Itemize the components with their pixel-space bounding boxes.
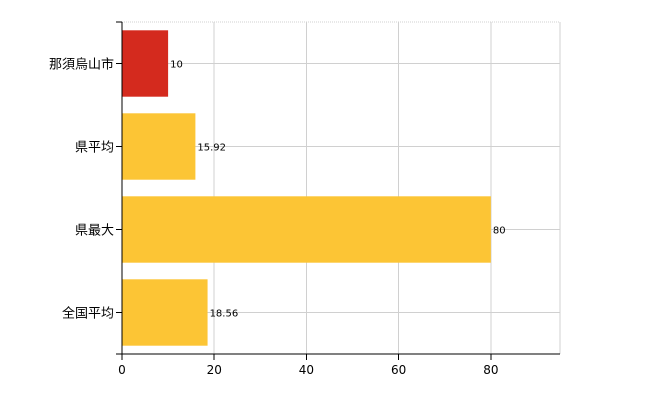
category-label-1: 県平均: [75, 141, 114, 156]
category-label-3: 全国平均: [62, 306, 114, 322]
data-label-0: 10: [170, 60, 183, 71]
bar-3: [122, 279, 208, 346]
bar-2: [122, 196, 491, 263]
x-tick-label-1: 20: [207, 363, 222, 377]
x-tick-label-3: 60: [391, 363, 406, 377]
x-tick-label-4: 80: [483, 363, 498, 377]
bar-0: [122, 30, 169, 97]
bar-1: [122, 113, 196, 180]
x-tick-label-2: 40: [299, 363, 314, 377]
data-label-1: 15.92: [197, 143, 226, 154]
data-label-2: 80: [493, 226, 506, 237]
category-label-2: 県最大: [75, 224, 114, 239]
data-label-3: 18.56: [210, 309, 239, 320]
category-label-0: 那須烏山市: [49, 57, 114, 73]
x-tick-label-0: 0: [118, 363, 126, 377]
